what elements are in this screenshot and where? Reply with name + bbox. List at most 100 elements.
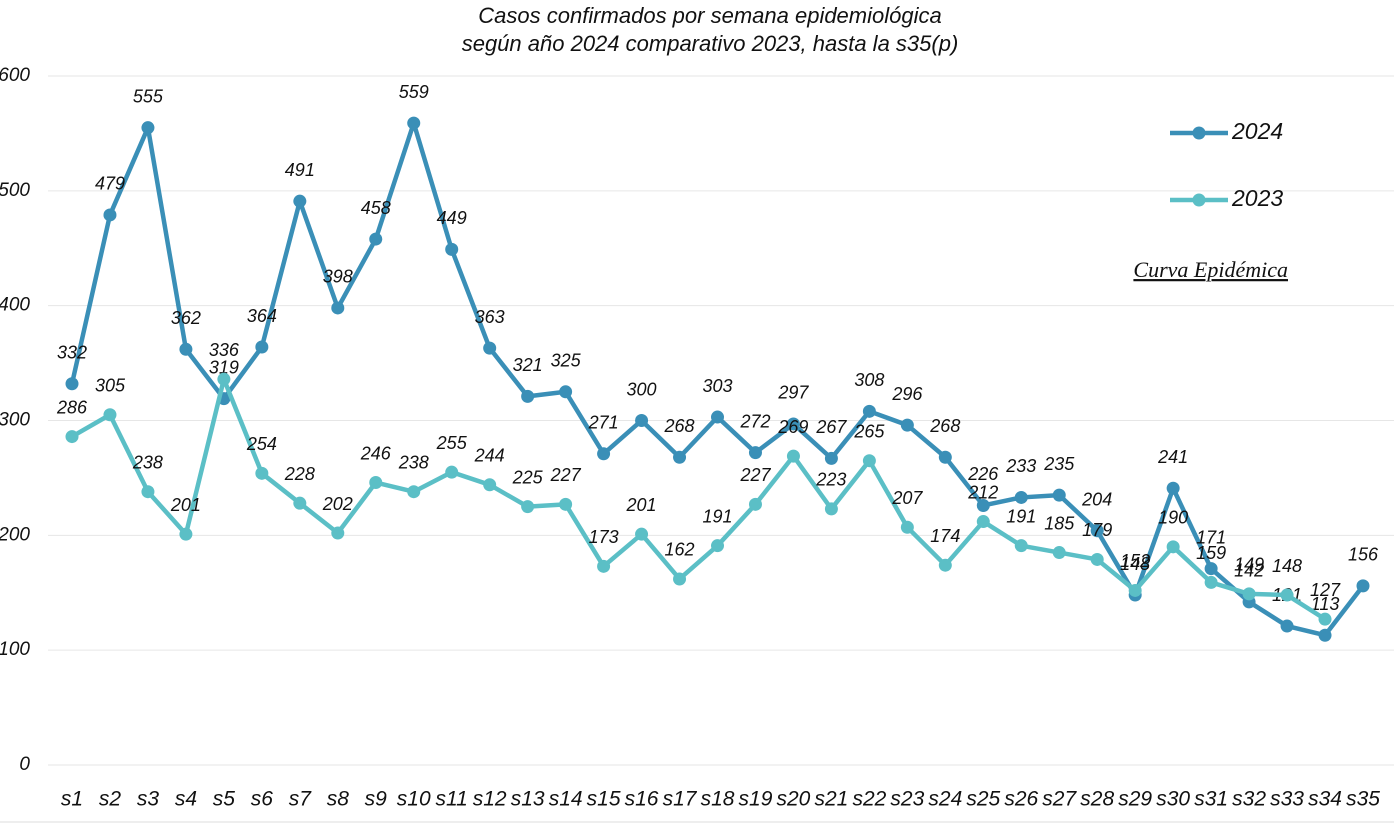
- point: [1014, 490, 1028, 504]
- x-tick-label: s34: [1308, 788, 1342, 811]
- point: [976, 498, 990, 512]
- data-label: 308: [854, 370, 884, 390]
- x-tick-label: s6: [251, 788, 274, 811]
- x-tick-label: s10: [397, 788, 431, 811]
- data-label: 241: [1157, 447, 1188, 467]
- point: [521, 389, 535, 403]
- x-tick-label: s23: [890, 788, 924, 811]
- y-tick-label: 400: [0, 295, 30, 316]
- x-tick-label: s17: [663, 788, 698, 811]
- x-tick-label: s29: [1118, 788, 1152, 811]
- data-label: 491: [285, 160, 315, 180]
- data-label: 212: [967, 482, 998, 502]
- point: [1166, 481, 1180, 495]
- data-label: 265: [853, 421, 885, 441]
- point: [559, 497, 573, 511]
- point: [331, 301, 345, 315]
- point: [559, 385, 573, 399]
- data-label: 171: [1196, 527, 1226, 547]
- x-tick-label: s14: [549, 788, 583, 811]
- data-label: 325: [551, 351, 582, 371]
- point: [483, 341, 497, 355]
- data-label: 149: [1234, 555, 1264, 575]
- point: [1204, 562, 1218, 576]
- data-label: 479: [95, 174, 125, 194]
- chart-title: Casos confirmados por semana epidemiológ…: [478, 3, 941, 28]
- data-label: 191: [1006, 506, 1036, 526]
- data-label: 152: [1120, 551, 1150, 571]
- data-label: 244: [474, 446, 505, 466]
- point: [331, 526, 345, 540]
- point: [711, 410, 724, 424]
- data-label: 269: [777, 417, 808, 437]
- y-tick-label: 100: [0, 639, 30, 660]
- point: [103, 208, 117, 222]
- point: [938, 450, 952, 464]
- x-tick-label: s19: [739, 788, 773, 811]
- data-label: 190: [1158, 508, 1188, 528]
- x-tick-label: s3: [137, 788, 160, 811]
- point: [635, 414, 649, 427]
- point: [824, 451, 838, 465]
- point: [900, 520, 914, 534]
- point: [65, 377, 79, 391]
- point: [1242, 587, 1256, 601]
- point: [369, 476, 383, 490]
- x-tick-label: s11: [436, 788, 468, 811]
- annotation: Curva Epidémica: [1133, 257, 1288, 282]
- data-label: 398: [323, 267, 353, 287]
- point: [1052, 488, 1066, 502]
- data-label: 364: [247, 306, 277, 326]
- data-label: 159: [1196, 543, 1226, 563]
- x-tick-label: s18: [701, 788, 735, 811]
- x-tick-label: s16: [625, 788, 659, 811]
- data-label: 148: [1272, 556, 1302, 576]
- x-tick-label: s8: [327, 788, 350, 811]
- data-label: 267: [815, 417, 847, 437]
- point: [1318, 612, 1332, 626]
- point: [673, 450, 687, 464]
- point: [1128, 583, 1142, 597]
- x-tick-label: s35: [1346, 788, 1380, 811]
- data-label: 127: [1310, 580, 1341, 600]
- point: [1090, 552, 1104, 566]
- data-label: 201: [170, 495, 201, 515]
- data-label: 227: [550, 465, 582, 485]
- point: [255, 466, 269, 480]
- series-line: [70, 376, 1327, 622]
- data-label: 363: [475, 307, 505, 327]
- point: [1280, 588, 1294, 602]
- data-label: 555: [133, 86, 164, 106]
- data-label: 449: [437, 208, 467, 228]
- point: [1280, 619, 1294, 633]
- data-label: 204: [1081, 489, 1112, 509]
- point: [862, 454, 876, 468]
- data-label: 226: [967, 464, 999, 484]
- x-tick-label: s33: [1270, 788, 1304, 811]
- x-tick-label: s27: [1042, 788, 1077, 811]
- data-label: 202: [322, 494, 353, 514]
- x-tick-label: s9: [365, 788, 388, 811]
- point: [103, 408, 117, 422]
- point: [1166, 540, 1180, 554]
- x-tick-label: s24: [928, 788, 962, 811]
- point: [597, 447, 611, 461]
- x-tick-label: s12: [473, 788, 507, 811]
- point: [521, 500, 535, 514]
- data-label: 174: [930, 526, 960, 546]
- point: [824, 502, 838, 516]
- point: [369, 232, 383, 246]
- data-label: 296: [891, 384, 923, 404]
- point: [635, 527, 649, 541]
- data-label: 458: [361, 198, 391, 218]
- data-label: 179: [1082, 520, 1112, 540]
- point: [141, 121, 155, 135]
- data-label: 332: [57, 343, 87, 363]
- x-tick-label: s4: [175, 788, 197, 811]
- data-label: 286: [56, 397, 88, 417]
- point: [445, 242, 459, 256]
- point: [862, 404, 876, 418]
- data-label: 255: [436, 433, 468, 453]
- data-label: 225: [512, 467, 544, 487]
